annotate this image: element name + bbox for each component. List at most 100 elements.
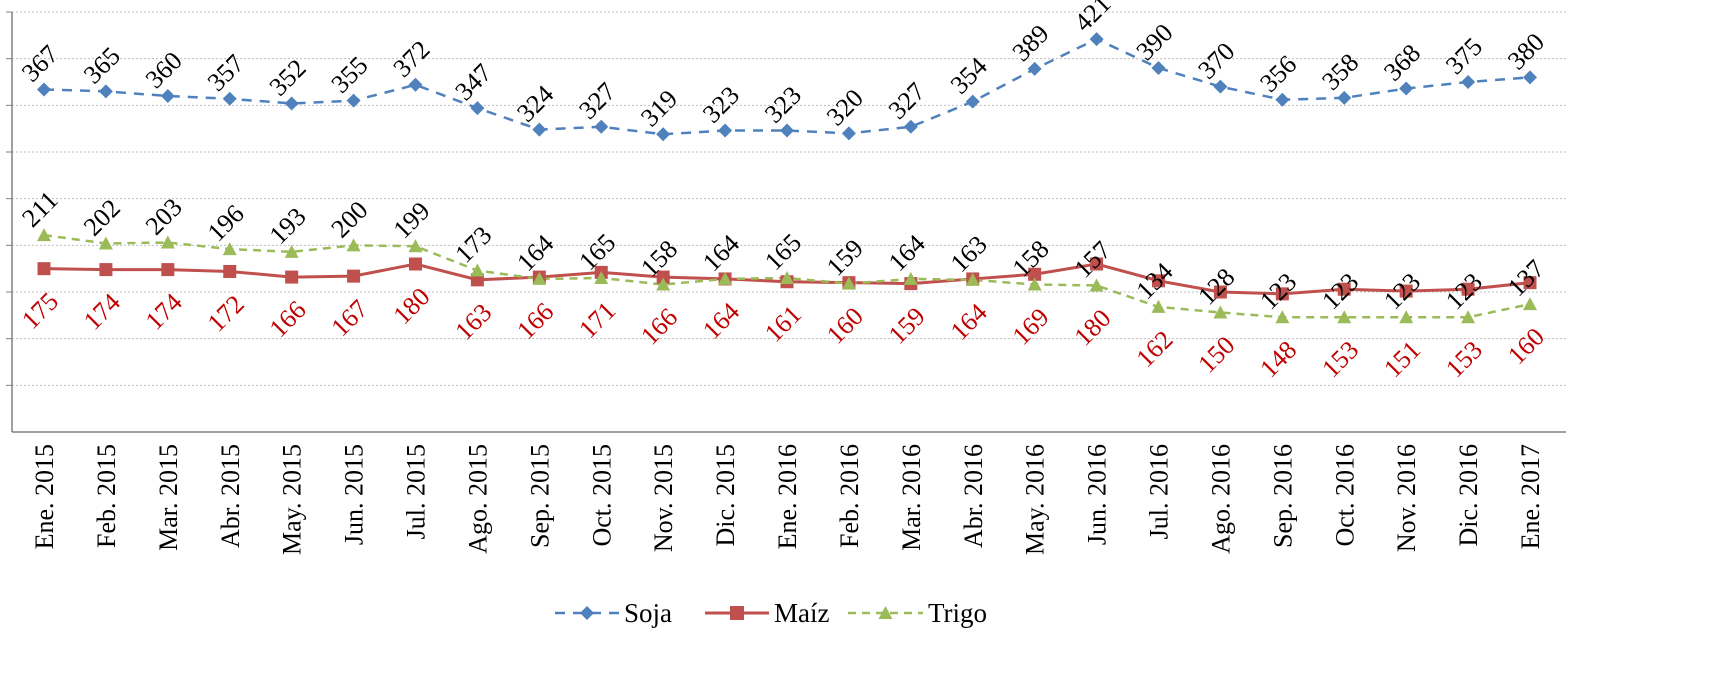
maiz-data-label: 180 bbox=[387, 282, 435, 330]
soja-marker bbox=[1151, 61, 1166, 75]
x-tick-label: Oct. 2016 bbox=[1330, 444, 1359, 547]
x-tick-label: May. 2015 bbox=[278, 444, 307, 555]
x-tick-label: Abr. 2015 bbox=[216, 444, 245, 548]
soja-marker bbox=[1523, 70, 1537, 85]
legend-marker-trigo bbox=[878, 606, 893, 619]
maiz-marker bbox=[1461, 282, 1475, 296]
legend-label-soja: Soja bbox=[624, 598, 672, 628]
soja-data-label: 327 bbox=[883, 77, 931, 125]
x-tick-label: Jun. 2015 bbox=[340, 444, 369, 545]
soja-data-label: 360 bbox=[140, 46, 188, 94]
x-tick-label: May. 2016 bbox=[1021, 444, 1050, 555]
x-tick-label: Sep. 2015 bbox=[525, 444, 554, 548]
trigo-marker bbox=[1337, 310, 1352, 324]
soja-data-label: 421 bbox=[1069, 0, 1117, 37]
soja-marker bbox=[780, 123, 794, 138]
maiz-marker bbox=[1028, 267, 1042, 281]
legend-label-trigo: Trigo bbox=[928, 598, 987, 628]
trigo-data-label: 134 bbox=[1130, 257, 1178, 305]
maiz-data-label: 172 bbox=[202, 289, 250, 337]
soja-data-label: 323 bbox=[759, 80, 807, 128]
maiz-marker bbox=[1523, 276, 1537, 290]
maiz-data-label: 166 bbox=[511, 297, 559, 345]
soja-marker bbox=[1275, 92, 1290, 107]
trigo-data-label: 173 bbox=[449, 220, 497, 268]
soja-data-label: 319 bbox=[635, 84, 683, 132]
x-tick-label: Jun. 2016 bbox=[1083, 444, 1112, 545]
soja-data-label: 380 bbox=[1502, 27, 1550, 75]
trigo-marker bbox=[284, 244, 299, 258]
trigo-marker bbox=[160, 235, 175, 249]
soja-marker bbox=[1213, 79, 1228, 94]
soja-marker bbox=[965, 94, 980, 109]
trigo-data-label: 199 bbox=[387, 196, 435, 244]
maiz-marker bbox=[223, 264, 237, 278]
x-tick-label: Ago. 2015 bbox=[463, 444, 492, 554]
trigo-data-label: 123 bbox=[1316, 267, 1364, 315]
maiz-marker bbox=[1152, 274, 1165, 288]
trigo-data-label: 165 bbox=[573, 228, 621, 276]
soja-marker bbox=[1461, 75, 1476, 89]
maiz-data-label: 161 bbox=[759, 300, 807, 348]
trigo-marker bbox=[1275, 310, 1290, 324]
x-tick-label: Ene. 2017 bbox=[1516, 444, 1545, 549]
soja-data-label: 389 bbox=[1007, 19, 1055, 67]
trigo-data-label: 163 bbox=[945, 230, 993, 278]
maiz-data-label: 167 bbox=[326, 294, 374, 342]
maiz-marker bbox=[161, 263, 175, 277]
maiz-marker bbox=[1399, 284, 1413, 298]
soja-marker bbox=[98, 84, 113, 99]
trigo-data-label: 211 bbox=[16, 185, 63, 232]
soja-data-label: 356 bbox=[1254, 50, 1302, 98]
soja-marker bbox=[594, 119, 609, 134]
maiz-marker bbox=[1275, 287, 1289, 301]
soja-marker bbox=[37, 82, 51, 97]
soja-data-label: 365 bbox=[78, 41, 126, 89]
soja-marker bbox=[1399, 81, 1414, 96]
maiz-data-label: 148 bbox=[1254, 335, 1302, 383]
trigo-data-label: 123 bbox=[1440, 267, 1488, 315]
trigo-marker bbox=[222, 242, 237, 256]
soja-data-label: 327 bbox=[573, 77, 621, 125]
soja-data-label: 368 bbox=[1378, 38, 1426, 86]
maiz-data-label: 175 bbox=[16, 287, 64, 335]
maiz-data-label: 162 bbox=[1130, 325, 1178, 373]
legend: Soja Maíz Trigo bbox=[555, 598, 987, 628]
legend-label-maíz: Maíz bbox=[774, 598, 829, 628]
soja-data-label: 320 bbox=[821, 83, 869, 131]
soja-marker bbox=[408, 77, 423, 92]
maiz-data-label: 171 bbox=[573, 296, 621, 344]
trigo-marker bbox=[346, 238, 361, 252]
legend-marker-maiz bbox=[730, 606, 744, 620]
trigo-data-label: 202 bbox=[78, 193, 126, 241]
maiz-marker bbox=[656, 270, 670, 284]
soja-data-label: 367 bbox=[16, 39, 64, 87]
soja-data-label: 358 bbox=[1316, 48, 1364, 96]
trigo-marker bbox=[532, 271, 547, 285]
trigo-data-label: 164 bbox=[697, 229, 745, 277]
maiz-data-label: 164 bbox=[697, 297, 745, 345]
soja-marker bbox=[346, 93, 361, 108]
x-tick-label: Sep. 2016 bbox=[1268, 444, 1297, 548]
trigo-data-label: 128 bbox=[1192, 262, 1240, 310]
data-labels: 367 365 360 357 352 355 372 347 324 327 319 323 323 3… bbox=[16, 0, 1550, 383]
trigo-marker bbox=[408, 239, 423, 253]
soja-marker bbox=[1027, 61, 1042, 76]
maiz-data-label: 159 bbox=[883, 302, 931, 350]
maiz-marker bbox=[37, 262, 51, 276]
trigo-marker bbox=[1399, 310, 1414, 324]
trigo-data-label: 157 bbox=[1069, 235, 1117, 283]
x-tick-label: Jul. 2015 bbox=[402, 444, 431, 539]
trigo-marker bbox=[656, 277, 671, 291]
x-tick-label: Feb. 2015 bbox=[92, 444, 121, 548]
soja-marker bbox=[284, 96, 299, 111]
soja-marker bbox=[903, 119, 918, 134]
maiz-marker bbox=[470, 273, 484, 287]
trigo-data-label: 123 bbox=[1254, 267, 1302, 315]
maiz-marker bbox=[1090, 257, 1104, 271]
trigo-data-label: 203 bbox=[140, 192, 188, 240]
soja-data-label: 370 bbox=[1192, 37, 1240, 85]
trigo-marker bbox=[1089, 278, 1104, 292]
x-tick-labels: Ene. 2015 Feb. 2015 Mar. 2015 Abr. 2015 May.… bbox=[30, 444, 1545, 555]
